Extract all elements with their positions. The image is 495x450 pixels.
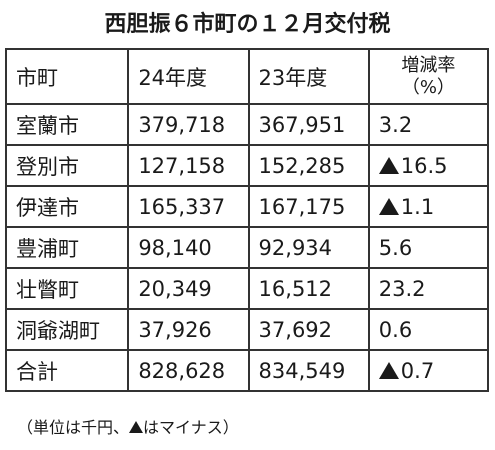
unit-note: （単位は千円、 はマイナス）: [17, 414, 239, 438]
minus-triangle-icon: [129, 421, 144, 433]
cell-fy24: 37,926: [127, 308, 250, 351]
table-row-total: 合計 828,628 834,549 0.7: [4, 349, 490, 392]
cell-change-rate: 0.6: [367, 308, 490, 351]
cell-municipality: 伊達市: [4, 185, 130, 228]
page-title: 西胆振６市町の１２月交付税: [104, 12, 391, 37]
change-rate-value: 0.7: [400, 358, 435, 383]
table-row: 洞爺湖町 37,926 37,692 0.6: [4, 308, 490, 351]
cell-fy23: 367,951: [247, 103, 370, 146]
cell-municipality: 登別市: [4, 144, 130, 187]
table-row: 伊達市 165,337 167,175 1.1: [4, 185, 490, 228]
unit-note-after: はマイナス）: [143, 418, 239, 437]
change-rate-value: 16.5: [400, 153, 448, 178]
grant-table: 市町 24年度 23年度 増減率 （%） 室蘭市 379,718 367,951…: [4, 48, 490, 392]
minus-triangle-icon: [378, 361, 399, 379]
change-rate-value: 1.1: [400, 194, 435, 219]
header-change-rate: 増減率 （%）: [367, 48, 490, 105]
cell-fy23: 16,512: [247, 267, 370, 310]
table-row: 登別市 127,158 152,285 16.5: [4, 144, 490, 187]
header-fy23: 23年度: [247, 48, 370, 105]
header-change-rate-line1: 増減率: [401, 54, 456, 76]
cell-fy23: 834,549: [247, 349, 370, 392]
cell-fy24: 165,337: [127, 185, 250, 228]
change-rate-value: 0.6: [378, 317, 413, 342]
cell-municipality: 室蘭市: [4, 103, 130, 146]
header-change-rate-line2: （%）: [401, 76, 455, 98]
table-row: 豊浦町 98,140 92,934 5.6: [4, 226, 490, 269]
unit-note-before: （単位は千円、: [17, 418, 130, 437]
minus-triangle-icon: [378, 197, 399, 215]
cell-fy23: 92,934: [247, 226, 370, 269]
table-row: 室蘭市 379,718 367,951 3.2: [4, 103, 490, 146]
cell-change-rate: 3.2: [367, 103, 490, 146]
table-header-row: 市町 24年度 23年度 増減率 （%）: [4, 48, 490, 105]
cell-fy24: 828,628: [127, 349, 250, 392]
cell-municipality: 洞爺湖町: [4, 308, 130, 351]
cell-fy23: 167,175: [247, 185, 370, 228]
cell-municipality: 壮瞥町: [4, 267, 130, 310]
cell-fy24: 20,349: [127, 267, 250, 310]
change-rate-value: 3.2: [378, 112, 413, 137]
cell-fy23: 152,285: [247, 144, 370, 187]
cell-change-rate: 1.1: [367, 185, 490, 228]
header-fy24: 24年度: [127, 48, 250, 105]
cell-change-rate: 5.6: [367, 226, 490, 269]
cell-municipality: 合計: [4, 349, 130, 392]
cell-change-rate: 16.5: [367, 144, 490, 187]
cell-change-rate: 0.7: [367, 349, 490, 392]
cell-fy24: 127,158: [127, 144, 250, 187]
cell-fy24: 98,140: [127, 226, 250, 269]
change-rate-value: 5.6: [378, 235, 413, 260]
minus-triangle-icon: [378, 156, 399, 174]
cell-fy24: 379,718: [127, 103, 250, 146]
cell-change-rate: 23.2: [367, 267, 490, 310]
table-row: 壮瞥町 20,349 16,512 23.2: [4, 267, 490, 310]
cell-municipality: 豊浦町: [4, 226, 130, 269]
cell-fy23: 37,692: [247, 308, 370, 351]
header-municipality: 市町: [4, 48, 130, 105]
change-rate-value: 23.2: [378, 276, 426, 301]
